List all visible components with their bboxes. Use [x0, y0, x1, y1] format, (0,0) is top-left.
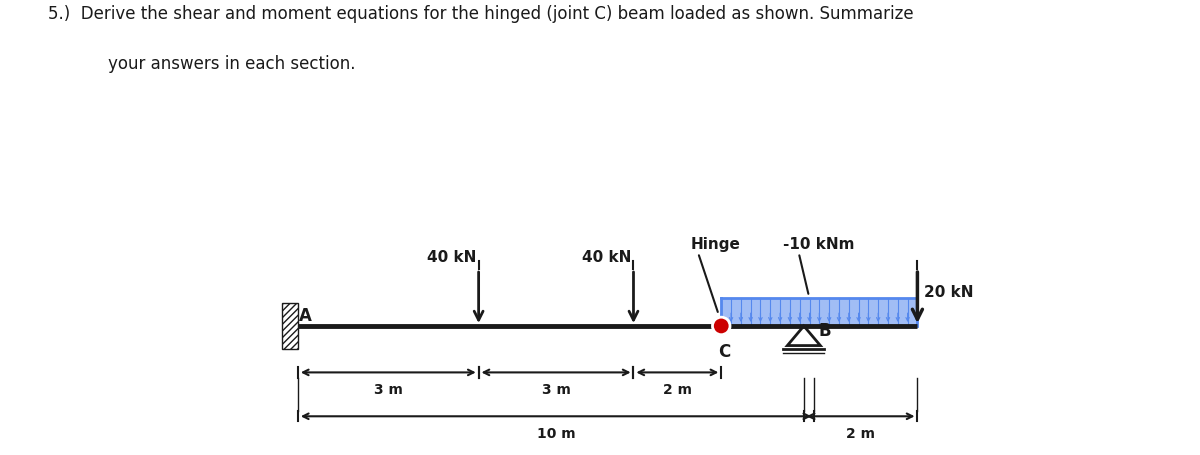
- Text: 2 m: 2 m: [662, 382, 692, 396]
- Text: 20 kN: 20 kN: [924, 285, 973, 300]
- Text: 40 kN: 40 kN: [582, 249, 631, 264]
- Text: B: B: [818, 321, 830, 339]
- Text: Hinge: Hinge: [690, 237, 740, 252]
- Text: 5.)  Derive the shear and moment equations for the hinged (joint C) beam loaded : 5.) Derive the shear and moment equation…: [48, 5, 913, 22]
- Text: A: A: [299, 306, 312, 324]
- Text: C: C: [718, 343, 730, 361]
- Text: your answers in each section.: your answers in each section.: [108, 55, 355, 72]
- Bar: [721, 298, 918, 326]
- Text: 3 m: 3 m: [541, 382, 570, 396]
- Text: 40 kN: 40 kN: [427, 249, 476, 264]
- Circle shape: [713, 318, 730, 335]
- Text: 3 m: 3 m: [374, 382, 403, 396]
- Bar: [282, 303, 298, 349]
- Text: 10 m: 10 m: [536, 425, 575, 440]
- Text: -10 kNm: -10 kNm: [784, 237, 854, 252]
- Text: 2 m: 2 m: [846, 425, 875, 440]
